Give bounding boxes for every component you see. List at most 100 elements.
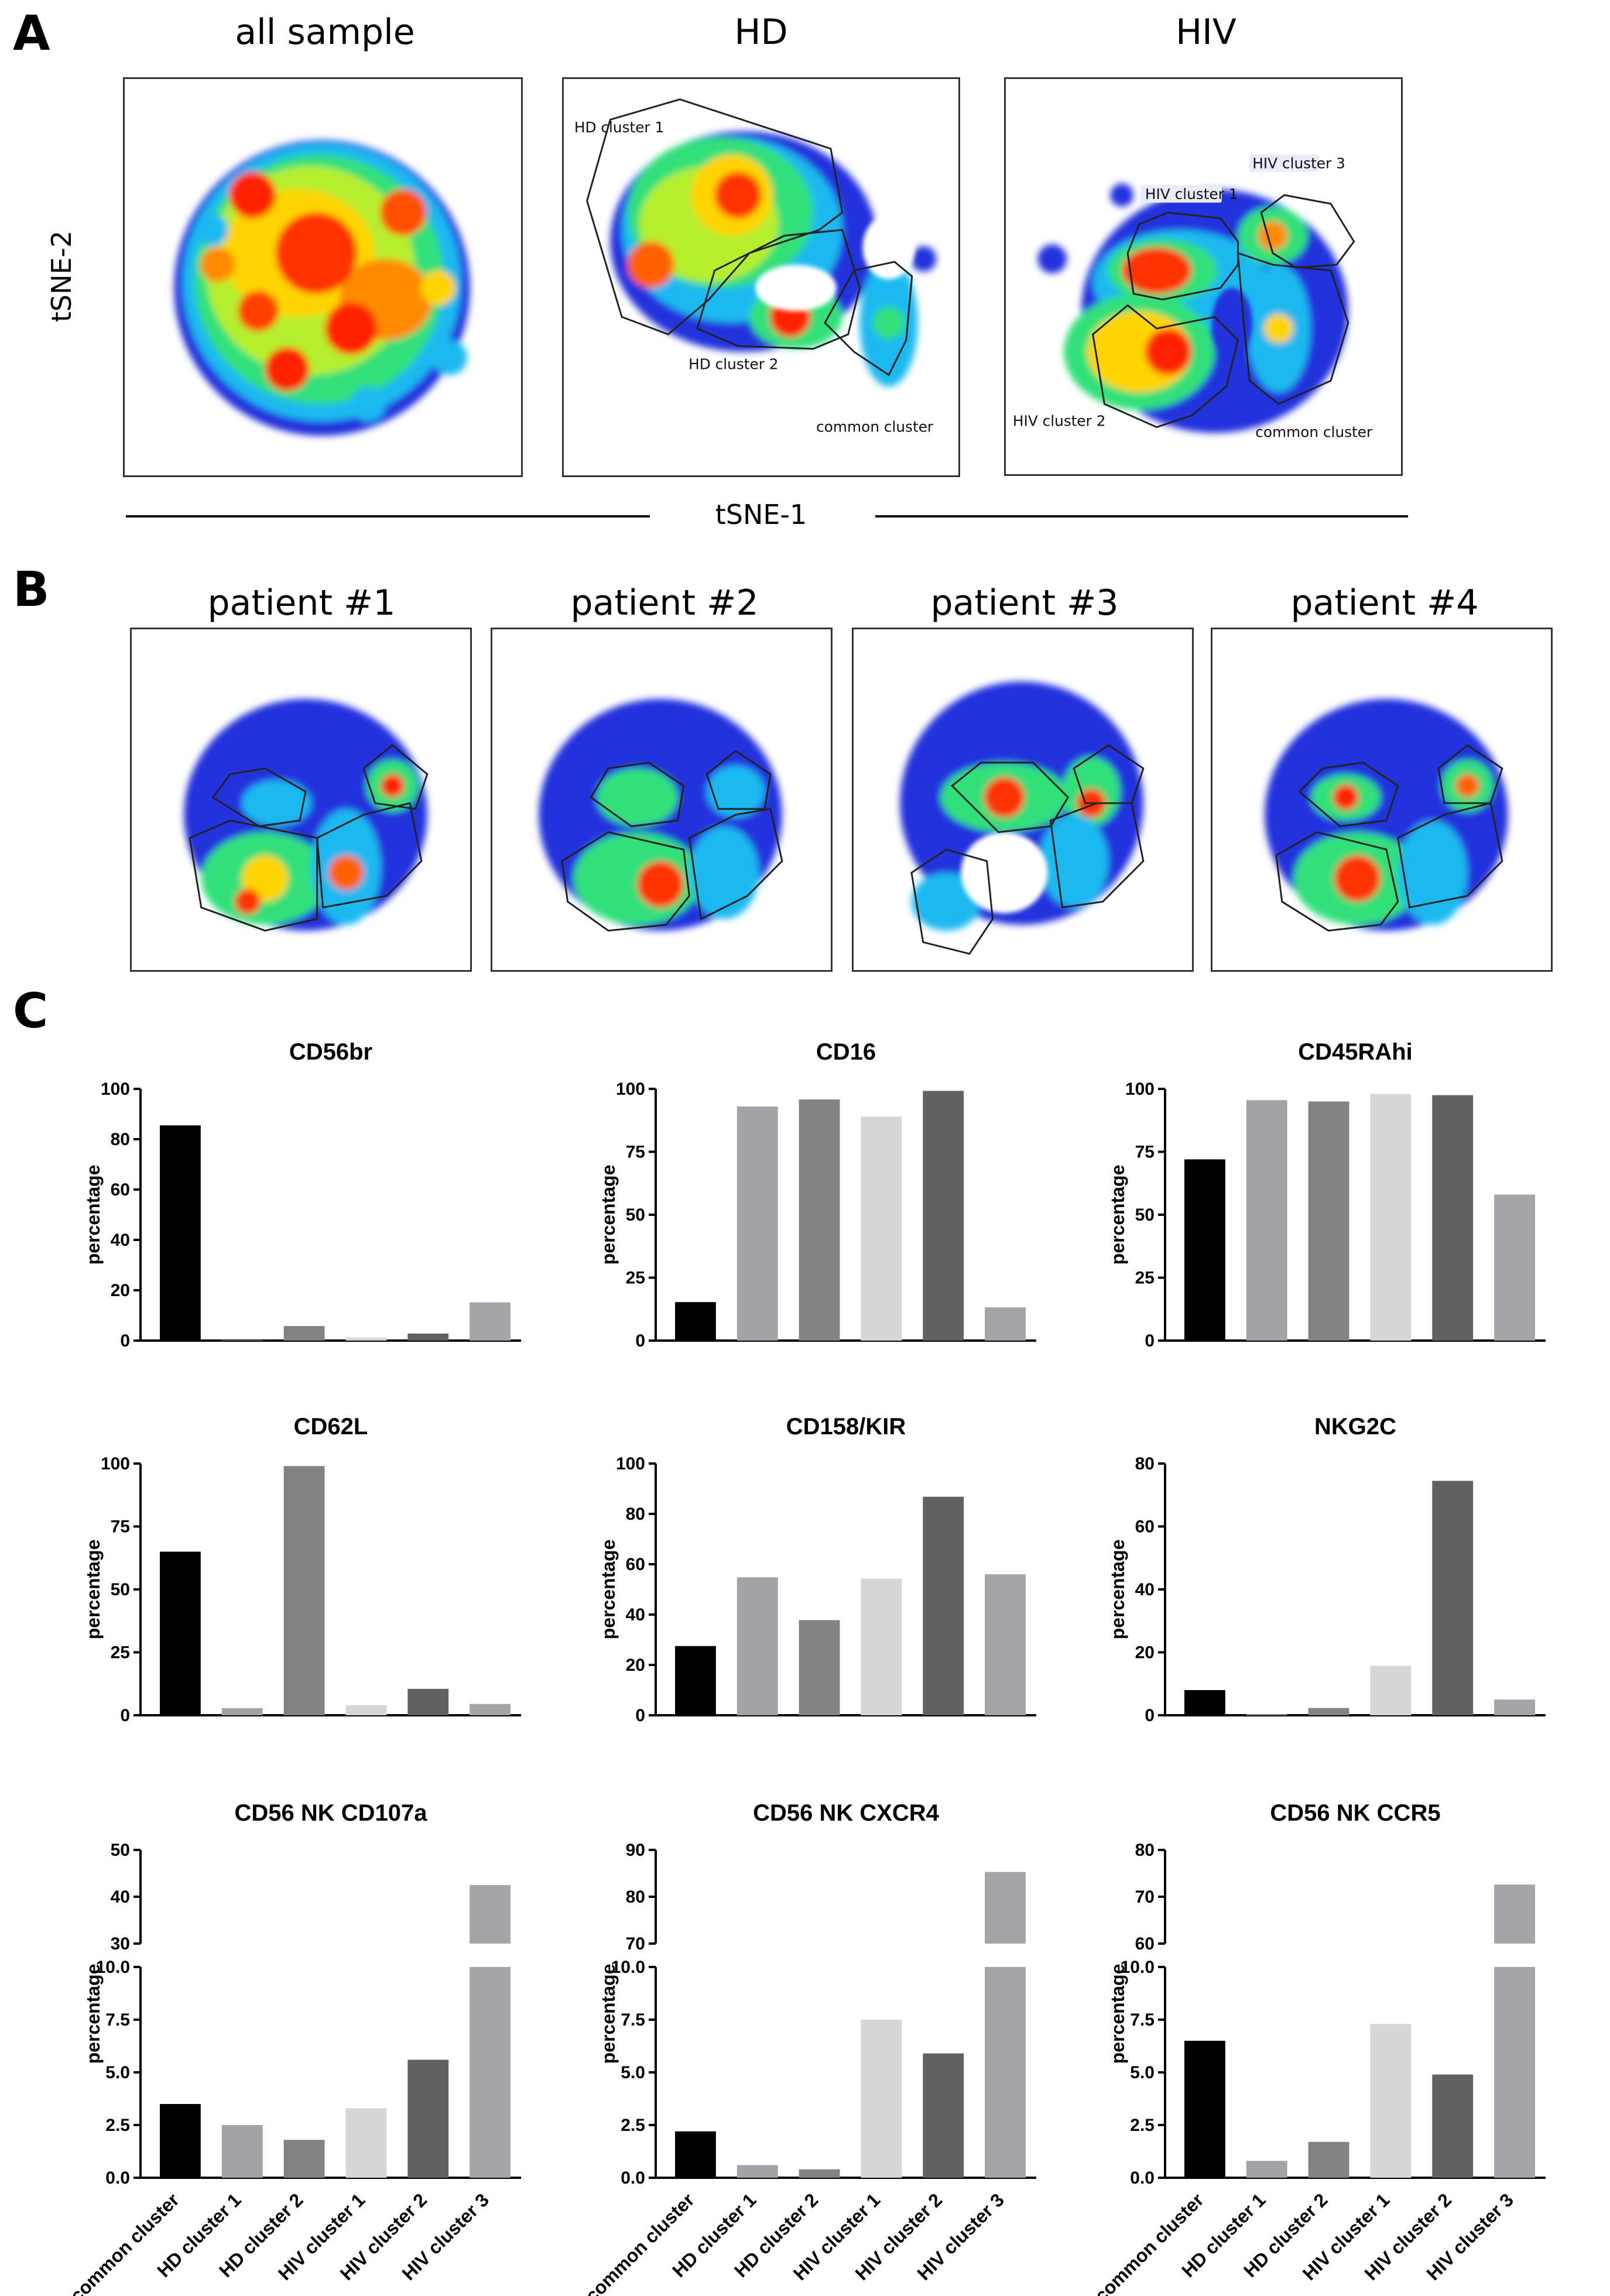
chart-title: CD158/KIR — [786, 1414, 906, 1440]
y-tick-label: 40 — [1135, 1580, 1155, 1599]
bar-cd158-kir-common-cluster — [674, 1646, 716, 1715]
y-tick-label: 60 — [626, 1555, 645, 1574]
tsne-all-sample-plot — [123, 77, 523, 477]
patient-3-gate-3 — [910, 848, 994, 955]
y-tick-label: 7.5 — [105, 2010, 130, 2030]
bar-cd16-hiv-cluster-1 — [861, 1116, 902, 1341]
y-tick-label: 0 — [120, 1331, 130, 1351]
bar-cd62l-common-cluster — [159, 1551, 201, 1715]
bar-cd56br-hiv-cluster-1 — [345, 1337, 387, 1341]
bar-cd56-nk-ccr5-hiv-cluster-1 — [1370, 2024, 1412, 2178]
bar-cd56-nk-cxcr4-hiv-cluster-3-lower — [985, 1967, 1026, 2178]
chart-ccr5: CD56 NK CCR5 60 70 80 0.0 2.5 5.0 7.5 10.0 percen… — [1091, 1791, 1563, 2296]
y-tick-label: 2.5 — [1130, 2116, 1155, 2135]
y-tick-label: 5.0 — [1130, 2063, 1155, 2082]
hd-cluster-1-gate — [586, 98, 844, 335]
panel-letter-a: A — [13, 6, 50, 61]
y-tick-label: 100 — [616, 1080, 645, 1099]
y-tick-label: 20 — [626, 1656, 645, 1675]
y-tick-label: 40 — [111, 1231, 130, 1250]
patient-1-gate-4 — [316, 802, 423, 909]
bar-cd56br-hd-cluster-1 — [221, 1340, 263, 1341]
chart-cd107a: CD56 NK CD107a 30 40 50 0.0 2.5 5.0 7.5 10.0 perc… — [66, 1791, 539, 2296]
tsne-hd-plot: HD cluster 1 HD cluster 2 common cluster — [562, 77, 960, 477]
y-tick-label: 0 — [120, 1706, 130, 1725]
bar-nkg2c-hd-cluster-1 — [1246, 1714, 1287, 1715]
patient-1-plot — [130, 628, 472, 972]
y-tick-label: 7.5 — [621, 2010, 645, 2030]
y-tick-label: 100 — [1125, 1080, 1155, 1099]
y-axis-label: percentage — [1107, 1165, 1128, 1265]
bar-cd16-hd-cluster-2 — [799, 1099, 840, 1341]
density-map-patient-3 — [900, 681, 1145, 955]
y-tick-label: 0.0 — [621, 2168, 645, 2188]
y-tick-label: 80 — [1135, 1454, 1155, 1473]
bar-cd62l-hiv-cluster-1 — [345, 1705, 387, 1715]
panel-letter-b: B — [13, 562, 50, 618]
chart-title: CD45RAhi — [1298, 1039, 1413, 1065]
y-tick-label: 20 — [111, 1281, 130, 1300]
y-tick-label: 40 — [111, 1887, 130, 1907]
tsne2-axis-label: tSNE-2 — [46, 230, 77, 323]
chart-title: NKG2C — [1314, 1414, 1396, 1440]
y-axis-label: percentage — [598, 1165, 619, 1265]
y-tick-label: 100 — [101, 1454, 130, 1473]
hd-cluster-2-label: HD cluster 2 — [688, 356, 778, 373]
bar-nkg2c-hiv-cluster-1 — [1370, 1666, 1412, 1715]
y-tick-label: 0 — [1145, 1706, 1155, 1725]
y-axis-label: percentage — [598, 1540, 619, 1640]
y-tick-label: 100 — [616, 1454, 645, 1473]
hiv-cluster-1-gate — [1126, 211, 1239, 301]
bar-cd56-nk-cd107a-hiv-cluster-3-upper — [470, 1885, 511, 1944]
y-tick-label: 0.0 — [105, 2168, 130, 2188]
patient-4-plot — [1211, 628, 1553, 972]
bar-cd158-kir-hd-cluster-2 — [799, 1620, 840, 1715]
y-tick-label: 50 — [111, 1841, 130, 1860]
bar-nkg2c-hiv-cluster-2 — [1432, 1481, 1474, 1715]
bar-cd56br-hiv-cluster-3 — [470, 1302, 511, 1341]
hiv-cluster-1-label-bg — [1140, 185, 1222, 203]
y-tick-label: 80 — [1135, 1841, 1155, 1860]
patient-3-gate-4 — [1049, 802, 1145, 909]
patient-4-title: patient #4 — [1290, 582, 1479, 623]
tsne1-axis-line-right — [875, 515, 1408, 518]
y-tick-label: 75 — [626, 1143, 645, 1162]
bar-cd62l-hiv-cluster-3 — [470, 1704, 511, 1715]
y-tick-label: 25 — [111, 1643, 130, 1663]
bar-cd56-nk-cxcr4-hd-cluster-2 — [799, 2169, 840, 2178]
y-tick-label: 5.0 — [105, 2063, 130, 2082]
patient-2-title: patient #2 — [570, 582, 759, 623]
chart-title: CD56br — [289, 1039, 372, 1065]
patient-3-gate-1 — [951, 762, 1070, 833]
y-axis-label: percentage — [1107, 1964, 1128, 2064]
y-tick-label: 2.5 — [621, 2116, 645, 2135]
chart-cd45rahi: CD45RAhi 0 25 50 75 100 percentage — [1101, 1030, 1563, 1382]
bar-cd56-nk-cd107a-hd-cluster-1 — [221, 2125, 263, 2178]
y-tick-label: 2.5 — [105, 2116, 130, 2135]
bar-cd56-nk-ccr5-hiv-cluster-3-lower — [1494, 1967, 1536, 2178]
patient-2-gate-3 — [561, 831, 691, 932]
y-axis-label: percentage — [83, 1964, 104, 2064]
y-tick-label: 60 — [1135, 1934, 1155, 1954]
bar-cd62l-hiv-cluster-2 — [407, 1688, 449, 1715]
chart-title: CD56 NK CCR5 — [1270, 1800, 1440, 1826]
density-map-hd: HD cluster 1 HD cluster 2 common cluster — [574, 98, 937, 436]
bar-cd56br-common-cluster — [159, 1125, 201, 1341]
bar-cd158-kir-hiv-cluster-3 — [985, 1574, 1026, 1715]
y-tick-label: 25 — [1135, 1269, 1155, 1288]
y-tick-label: 10.0 — [1121, 1958, 1155, 1977]
bar-cd56-nk-ccr5-hiv-cluster-3-upper — [1494, 1884, 1536, 1944]
bar-cd56-nk-cxcr4-hd-cluster-1 — [737, 2165, 778, 2178]
density-map-patient-4 — [1265, 698, 1508, 932]
bar-cd56-nk-cd107a-hiv-cluster-1 — [345, 2108, 387, 2178]
patient-1-title: patient #1 — [207, 582, 396, 623]
chart-nkg2c: NKG2C 0 20 40 60 80 percentage — [1101, 1405, 1563, 1756]
bar-nkg2c-hd-cluster-2 — [1308, 1708, 1349, 1715]
y-tick-label: 60 — [111, 1180, 130, 1200]
hiv-cluster-2-label: HIV cluster 2 — [1013, 413, 1106, 430]
x-category-label: common cluster — [66, 2189, 183, 2296]
y-axis-label: percentage — [83, 1540, 104, 1640]
bar-cd56-nk-ccr5-hiv-cluster-2 — [1432, 2074, 1474, 2178]
patient-2-gate-4 — [688, 808, 783, 921]
bar-cd56-nk-cxcr4-hiv-cluster-2 — [923, 2053, 964, 2178]
